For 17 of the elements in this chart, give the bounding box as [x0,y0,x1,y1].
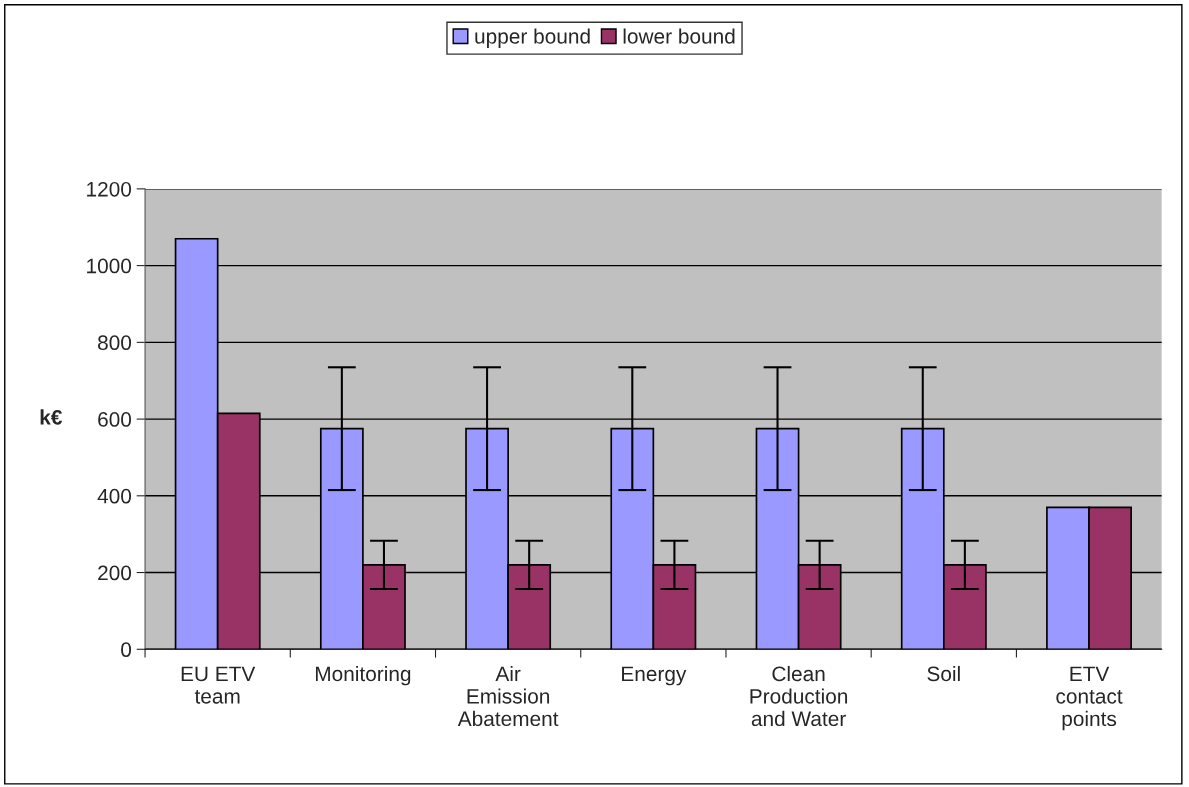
y-tick-label: 800 [98,335,132,351]
x-tick-label: ETV contact points [1056,666,1123,731]
x-tick-label: Energy [622,666,687,686]
y-axis-title: k€ [40,409,63,425]
x-tick-label: Clean Production and Water [750,665,848,727]
y-tick-label: 0 [121,642,132,658]
y-tick-label: 400 [97,488,132,504]
x-tick-label: Monitoring [315,665,411,686]
y-tick-label: 200 [98,565,132,581]
x-tick-label: EU ETV team [181,666,256,704]
y-tick-label: 1000 [87,258,132,274]
x-tick-label: Air Emission Abatement [457,665,559,727]
y-tick-label: 1200 [87,181,132,197]
legend-label: upper bound [475,28,590,48]
y-tick-label: 600 [98,412,132,427]
x-tick-label: Soil [927,665,960,682]
legend-label: lower bound [623,28,735,44]
